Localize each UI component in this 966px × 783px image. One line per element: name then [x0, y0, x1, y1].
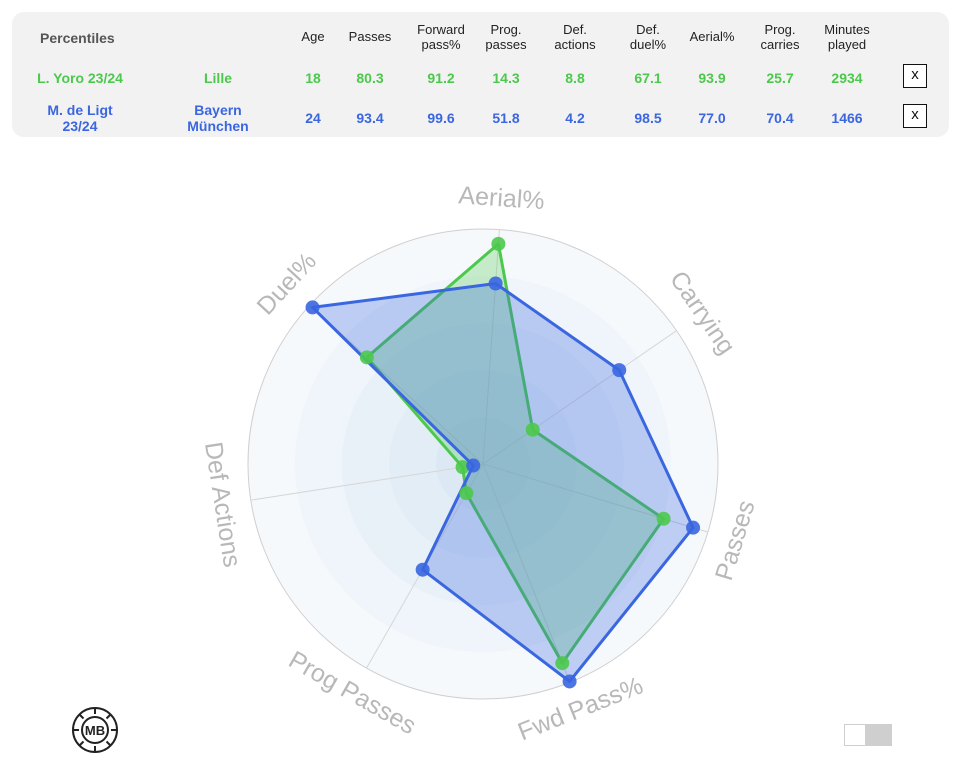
player-name: L. Yoro 23/24 [37, 70, 123, 86]
column-header: Def. duel% [629, 22, 667, 52]
column-header: Def. actions [554, 22, 596, 52]
data-point [455, 460, 470, 475]
stat-value: 24 [305, 110, 321, 126]
data-point [459, 486, 474, 501]
data-point [415, 562, 430, 577]
data-point [612, 363, 627, 378]
column-header: Age [301, 29, 325, 44]
grid-spoke [482, 330, 677, 465]
stat-value: 8.8 [565, 70, 585, 86]
remove-player-button[interactable]: x [903, 104, 927, 128]
team-name: Lille [203, 70, 232, 86]
grid-spoke [482, 463, 571, 683]
toggle-knob [865, 725, 891, 745]
data-point [491, 236, 506, 251]
stat-value: 98.5 [634, 110, 662, 126]
axis-label: Passes [710, 497, 761, 584]
column-header: Minutes played [824, 22, 870, 52]
data-point [305, 300, 320, 315]
mb-logo: MB [71, 706, 119, 754]
data-point [488, 276, 503, 291]
grid-spoke [482, 229, 500, 465]
grid-spoke [482, 463, 709, 533]
stat-value: 93.4 [356, 110, 384, 126]
column-header: Aerial% [689, 29, 735, 44]
stat-value: 70.4 [766, 110, 794, 126]
axis-label: Def Actions [199, 440, 246, 569]
stat-value: 93.9 [698, 70, 726, 86]
data-point [686, 520, 701, 535]
data-point [466, 458, 481, 473]
data-point [656, 511, 671, 526]
stat-value: 4.2 [565, 110, 585, 126]
stat-value: 1466 [831, 110, 863, 126]
grid-spoke [250, 463, 484, 501]
stat-value: 25.7 [766, 70, 794, 86]
percentiles-table: Percentiles [12, 12, 949, 137]
data-point [359, 350, 374, 365]
stat-value: 99.6 [427, 110, 455, 126]
remove-player-button[interactable]: x [903, 64, 927, 88]
series-area-2 [311, 281, 695, 683]
stat-value: 67.1 [634, 70, 662, 86]
column-header: Prog. passes [485, 22, 527, 52]
stat-value: 51.8 [492, 110, 520, 126]
stat-value: 77.0 [698, 110, 726, 126]
view-toggle[interactable] [844, 724, 892, 746]
column-header: Prog. carries [760, 22, 800, 52]
svg-text:MB: MB [85, 723, 105, 738]
team-name: Bayern München [187, 102, 249, 134]
player-name: M. de Ligt 23/24 [47, 102, 113, 134]
data-point [562, 674, 577, 689]
stat-value: 91.2 [427, 70, 455, 86]
column-header: Forward pass% [417, 22, 465, 52]
data-point [525, 422, 540, 437]
stat-value: 2934 [831, 70, 863, 86]
axis-label: Aerial% [458, 181, 546, 215]
table-title: Percentiles [40, 30, 115, 46]
stat-value: 80.3 [356, 70, 384, 86]
column-header: Passes [348, 29, 392, 44]
data-point [555, 656, 570, 671]
stat-value: 14.3 [492, 70, 520, 86]
stat-value: 18 [305, 70, 321, 86]
